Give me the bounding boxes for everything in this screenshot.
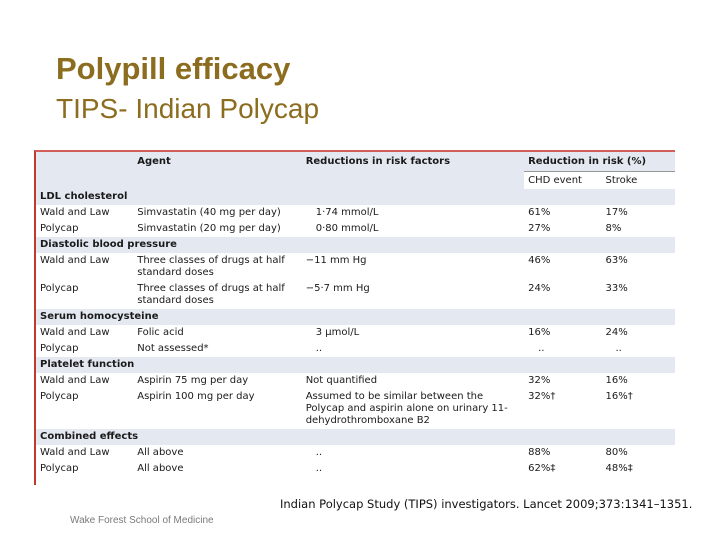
- header-reduction-risk: Reduction in risk (%): [524, 152, 675, 172]
- row-factor: 0·80 mmol/L: [301, 221, 525, 237]
- row-source: Wald and Law: [36, 325, 134, 341]
- row-stroke: 8%: [601, 221, 675, 237]
- row-stroke: 24%: [601, 325, 675, 341]
- row-factor: −5·7 mm Hg: [301, 281, 525, 309]
- subheader-stroke: Stroke: [601, 171, 675, 189]
- row-stroke: 16%: [601, 373, 675, 389]
- row-factor: −11 mm Hg: [301, 253, 525, 281]
- subheader-blank-1: [36, 171, 134, 189]
- row-source: Wald and Law: [36, 253, 134, 281]
- header-agent: Agent: [133, 152, 302, 172]
- row-chd: 27%: [524, 221, 602, 237]
- table-row: Polycap Aspirin 100 mg per day Assumed t…: [36, 389, 675, 429]
- row-factor: ..: [301, 461, 525, 477]
- row-agent: Not assessed*: [133, 341, 302, 357]
- row-factor: ..: [301, 341, 525, 357]
- row-stroke: 33%: [601, 281, 675, 309]
- row-stroke: ..: [601, 341, 675, 357]
- efficacy-table: Agent Reductions in risk factors Reducti…: [36, 152, 675, 477]
- row-stroke: 17%: [601, 205, 675, 221]
- table-row: Wald and Law All above .. 88% 80%: [36, 445, 675, 461]
- row-agent: Simvastatin (40 mg per day): [133, 205, 302, 221]
- row-source: Wald and Law: [36, 205, 134, 221]
- row-stroke: 16%†: [601, 389, 675, 429]
- table-row: Wald and Law Folic acid 3 μmol/L 16% 24%: [36, 325, 675, 341]
- section-label: Combined effects: [36, 429, 675, 445]
- row-agent: Folic acid: [133, 325, 302, 341]
- row-stroke: 80%: [601, 445, 675, 461]
- row-source: Polycap: [36, 221, 134, 237]
- footer-text: Wake Forest School of Medicine: [70, 515, 214, 526]
- header-blank: [36, 152, 134, 172]
- section-row: Combined effects: [36, 429, 675, 445]
- slide-subtitle: TIPS- Indian Polycap: [56, 93, 320, 124]
- row-source: Wald and Law: [36, 373, 134, 389]
- table-row: Polycap Three classes of drugs at half s…: [36, 281, 675, 309]
- row-agent: Three classes of drugs at half standard …: [133, 253, 302, 281]
- row-factor: 1·74 mmol/L: [301, 205, 525, 221]
- subheader-blank-3: [301, 171, 525, 189]
- row-chd: 32%: [524, 373, 602, 389]
- subheader-blank-2: [133, 171, 302, 189]
- row-source: Polycap: [36, 389, 134, 429]
- row-chd: ..: [524, 341, 602, 357]
- section-label: LDL cholesterol: [36, 189, 675, 205]
- row-agent: Simvastatin (20 mg per day): [133, 221, 302, 237]
- table-row: Wald and Law Three classes of drugs at h…: [36, 253, 675, 281]
- row-factor: Assumed to be similar between the Polyca…: [301, 389, 525, 429]
- table-row: Wald and Law Aspirin 75 mg per day Not q…: [36, 373, 675, 389]
- row-stroke: 63%: [601, 253, 675, 281]
- row-agent: Aspirin 100 mg per day: [133, 389, 302, 429]
- row-source: Polycap: [36, 281, 134, 309]
- row-chd: 16%: [524, 325, 602, 341]
- header-reductions-factors: Reductions in risk factors: [301, 152, 525, 172]
- row-chd: 46%: [524, 253, 602, 281]
- section-row: Diastolic blood pressure: [36, 237, 675, 253]
- section-row: LDL cholesterol: [36, 189, 675, 205]
- efficacy-table-panel: Agent Reductions in risk factors Reducti…: [34, 150, 675, 485]
- table-row: Polycap Not assessed* .. .. ..: [36, 341, 675, 357]
- citation-text: Indian Polycap Study (TIPS) investigator…: [280, 497, 693, 511]
- row-agent: All above: [133, 461, 302, 477]
- section-label: Diastolic blood pressure: [36, 237, 675, 253]
- row-source: Polycap: [36, 461, 134, 477]
- row-chd: 62%‡: [524, 461, 602, 477]
- subheader-chd: CHD event: [524, 171, 602, 189]
- section-label: Serum homocysteine: [36, 309, 675, 325]
- row-agent: Aspirin 75 mg per day: [133, 373, 302, 389]
- section-row: Platelet function: [36, 357, 675, 373]
- row-source: Wald and Law: [36, 445, 134, 461]
- row-factor: Not quantified: [301, 373, 525, 389]
- row-chd: 88%: [524, 445, 602, 461]
- row-stroke: 48%‡: [601, 461, 675, 477]
- table-row: Polycap All above .. 62%‡ 48%‡: [36, 461, 675, 477]
- row-chd: 32%†: [524, 389, 602, 429]
- row-factor: 3 μmol/L: [301, 325, 525, 341]
- slide-title: Polypill efficacy: [56, 51, 291, 86]
- row-agent: Three classes of drugs at half standard …: [133, 281, 302, 309]
- row-source: Polycap: [36, 341, 134, 357]
- section-label: Platelet function: [36, 357, 675, 373]
- table-row: Polycap Simvastatin (20 mg per day) 0·80…: [36, 221, 675, 237]
- row-agent: All above: [133, 445, 302, 461]
- row-chd: 61%: [524, 205, 602, 221]
- row-factor: ..: [301, 445, 525, 461]
- section-row: Serum homocysteine: [36, 309, 675, 325]
- row-chd: 24%: [524, 281, 602, 309]
- table-row: Wald and Law Simvastatin (40 mg per day)…: [36, 205, 675, 221]
